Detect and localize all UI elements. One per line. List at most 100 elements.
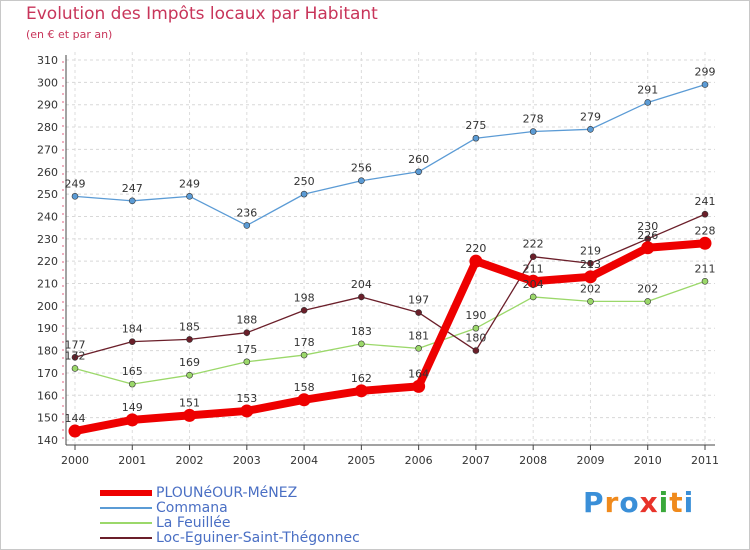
series-line-0 (71, 239, 709, 436)
data-label: 172 (65, 349, 86, 362)
data-label: 249 (179, 177, 200, 190)
data-label: 226 (637, 229, 658, 242)
data-point (297, 393, 311, 407)
data-label: 260 (408, 153, 429, 166)
data-point (644, 298, 652, 305)
data-label: 164 (408, 367, 429, 380)
y-tick-label: 220 (37, 255, 58, 268)
data-point (68, 424, 82, 438)
data-point (71, 193, 79, 200)
chart-title: Evolution des Impôts locaux par Habitant (26, 4, 378, 24)
legend-swatch (100, 536, 152, 539)
data-label: 291 (637, 83, 658, 96)
data-label: 165 (122, 365, 143, 378)
legend-label: PLOUNéOUR-MéNEZ (156, 484, 298, 501)
logo-letter: t (669, 486, 684, 519)
data-point (529, 253, 537, 261)
data-point (587, 125, 594, 133)
data-point (125, 413, 139, 427)
data-label: 162 (351, 372, 372, 385)
data-point (240, 404, 254, 418)
data-point (701, 277, 709, 285)
data-label: 236 (236, 206, 257, 219)
logo-letter: o (619, 486, 640, 519)
y-tick-label: 170 (37, 367, 58, 380)
data-point (300, 351, 308, 359)
data-label: 185 (179, 320, 200, 333)
x-tick-label: 2003 (233, 454, 261, 467)
y-tick-label: 180 (37, 345, 58, 358)
data-label: 219 (580, 244, 601, 257)
data-label: 222 (523, 238, 544, 251)
data-label: 181 (408, 329, 429, 342)
series-line-1 (74, 83, 706, 227)
proxiti-logo: Proxiti (583, 486, 694, 519)
y-tick-label: 250 (37, 188, 58, 201)
y-tick-label: 260 (37, 166, 58, 179)
data-label: 204 (523, 278, 544, 291)
data-label: 211 (523, 262, 544, 275)
data-label: 175 (236, 343, 257, 356)
data-point (186, 336, 193, 343)
data-point (186, 371, 193, 379)
legend-item-commana: Commana (100, 499, 228, 516)
x-tick-label: 2006 (405, 454, 433, 467)
data-point (415, 345, 422, 352)
legend-item-plouneour-menez: PLOUNéOUR-MéNEZ (100, 484, 298, 501)
y-tick-label: 200 (37, 300, 58, 313)
y-tick-label: 140 (37, 434, 58, 447)
logo-letter: r (604, 486, 620, 519)
data-label: 151 (179, 396, 200, 409)
y-tick-label: 230 (37, 233, 58, 246)
data-point (472, 134, 480, 142)
y-tick-label: 150 (37, 412, 58, 425)
data-label: 241 (695, 195, 716, 208)
x-tick-label: 2009 (576, 454, 604, 467)
data-point (71, 353, 79, 361)
chart-subtitle: (en € et par an) (26, 28, 113, 41)
logo-letter: P (583, 486, 605, 519)
data-label: 169 (179, 356, 200, 369)
data-point (415, 168, 422, 176)
legend-item-la-feuillee: La Feuillée (100, 515, 231, 531)
logo-letter: i (683, 486, 695, 519)
x-tick-label: 2000 (61, 454, 89, 467)
data-label: 180 (465, 332, 486, 345)
y-tick-label: 290 (37, 99, 58, 112)
data-point (300, 307, 308, 314)
y-tick-label: 240 (37, 210, 58, 223)
data-label: 158 (294, 381, 315, 394)
data-point (415, 309, 422, 316)
x-tick-label: 2002 (176, 454, 204, 467)
x-tick-label: 2010 (634, 454, 662, 467)
logo-letter: i (658, 486, 670, 519)
data-point (358, 293, 365, 301)
data-point (128, 338, 136, 345)
data-label: 211 (695, 262, 716, 275)
data-point (243, 222, 251, 229)
data-point (526, 274, 540, 288)
data-point (644, 99, 652, 106)
legend-label: Commana (156, 499, 228, 516)
data-label: 249 (65, 177, 86, 190)
x-tick-label: 2007 (462, 454, 490, 467)
data-point (71, 365, 79, 372)
y-tick-label: 210 (37, 278, 58, 291)
data-label: 213 (580, 258, 601, 271)
data-label: 204 (351, 278, 372, 291)
data-point (354, 384, 368, 398)
data-point (529, 128, 537, 135)
data-point (472, 324, 480, 332)
data-label: 178 (294, 336, 315, 349)
data-label: 250 (294, 175, 315, 188)
data-label: 299 (695, 66, 716, 79)
data-label: 197 (408, 294, 429, 307)
series-line-2 (74, 280, 706, 385)
y-tick-label: 280 (37, 121, 58, 134)
y-tick-label: 160 (37, 389, 58, 402)
data-point (701, 210, 709, 218)
data-point (641, 241, 655, 255)
logo-letter: x (639, 486, 659, 519)
data-point (186, 193, 193, 200)
